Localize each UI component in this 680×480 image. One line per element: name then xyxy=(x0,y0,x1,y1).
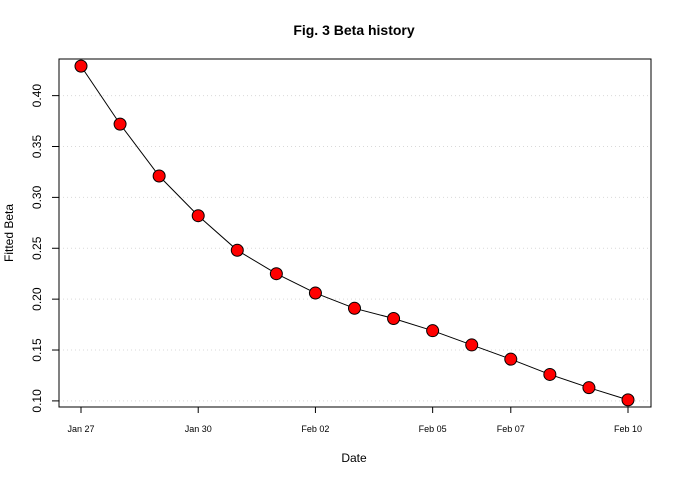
x-tick-label: Feb 07 xyxy=(497,424,525,434)
y-tick-label: 0.15 xyxy=(30,338,44,362)
x-tick-label: Jan 27 xyxy=(67,424,94,434)
grid xyxy=(59,95,651,402)
y-axis-label: Fitted Beta xyxy=(2,204,16,262)
y-tick-label: 0.40 xyxy=(30,84,44,108)
y-tick-label: 0.25 xyxy=(30,236,44,260)
data-point xyxy=(387,311,401,325)
y-tick-label: 0.20 xyxy=(30,287,44,311)
x-tick-label: Feb 02 xyxy=(301,424,329,434)
x-tick-label: Feb 05 xyxy=(419,424,447,434)
data-point xyxy=(191,209,205,223)
y-tick-label: 0.35 xyxy=(30,135,44,159)
data-points xyxy=(74,59,635,407)
data-point xyxy=(582,381,596,395)
plot-frame xyxy=(58,58,652,408)
x-axis-ticks: Jan 27 Jan 30 Feb 02 Feb 05 Feb 07 Feb 10 xyxy=(67,407,642,434)
data-point xyxy=(348,301,361,315)
x-axis-label: Date xyxy=(341,451,367,465)
y-tick-label: 0.30 xyxy=(30,185,44,209)
data-point xyxy=(621,393,635,407)
y-tick-label: 0.10 xyxy=(30,389,44,413)
data-point xyxy=(465,338,479,352)
data-point xyxy=(543,367,557,381)
y-axis-ticks: 0.10 0.15 0.20 0.25 0.30 0.35 0.40 xyxy=(30,84,59,413)
data-point xyxy=(152,169,166,183)
chart-title: Fig. 3 Beta history xyxy=(293,22,415,38)
data-point xyxy=(113,117,127,131)
data-point xyxy=(504,352,518,366)
data-point xyxy=(269,267,283,281)
data-point xyxy=(426,324,440,338)
data-point xyxy=(74,59,88,73)
data-point xyxy=(230,243,244,257)
data-point xyxy=(308,286,322,300)
x-tick-label: Feb 10 xyxy=(614,424,642,434)
x-tick-label: Jan 30 xyxy=(185,424,212,434)
